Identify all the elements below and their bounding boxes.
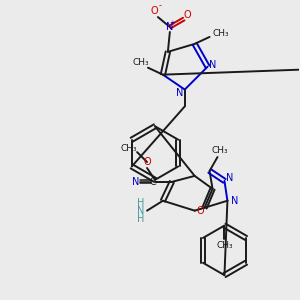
Text: -: - <box>158 1 161 10</box>
Text: N: N <box>132 177 140 187</box>
Text: CH₃: CH₃ <box>212 29 229 38</box>
Text: N: N <box>209 60 216 70</box>
Text: H: H <box>137 214 145 224</box>
Text: CH₃: CH₃ <box>133 58 149 67</box>
Text: CH₃: CH₃ <box>121 144 137 153</box>
Text: O: O <box>184 10 191 20</box>
Text: H: H <box>137 198 145 208</box>
Text: N: N <box>226 173 233 183</box>
Text: N: N <box>137 206 145 216</box>
Text: N: N <box>176 88 184 98</box>
Text: O: O <box>197 206 204 216</box>
Text: +: + <box>169 20 175 26</box>
Text: O: O <box>150 6 158 16</box>
Text: CH₃: CH₃ <box>211 146 228 154</box>
Text: N: N <box>231 196 238 206</box>
Text: N: N <box>166 22 173 32</box>
Text: C: C <box>150 177 156 187</box>
Text: CH₃: CH₃ <box>216 241 233 250</box>
Text: O: O <box>143 157 151 167</box>
